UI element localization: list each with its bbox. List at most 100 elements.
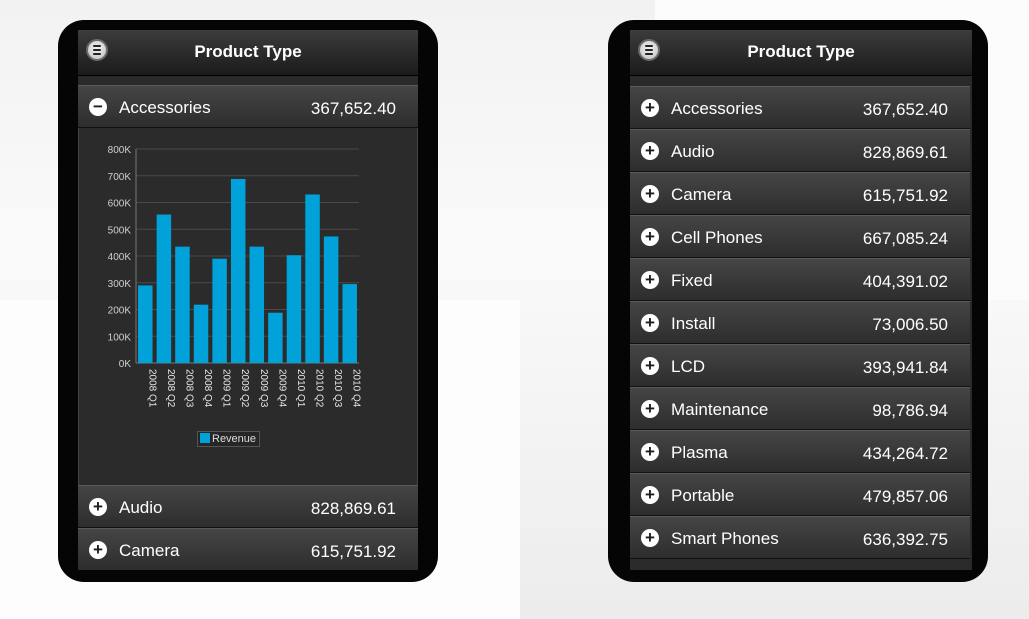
plus-icon[interactable]: + [641, 486, 659, 504]
page-title: Product Type [194, 42, 302, 61]
list-item[interactable]: + Portable 479,857.06 [630, 473, 970, 516]
plus-icon[interactable]: + [641, 228, 659, 246]
list-item-value: 367,652.40 [310, 99, 396, 118]
list-item-value: 98,786.94 [872, 401, 948, 420]
menu-icon[interactable] [86, 39, 108, 61]
list-item[interactable]: + LCD 393,941.84 [630, 344, 970, 387]
plus-icon[interactable]: + [641, 357, 659, 375]
x-tick-label: 2010 Q4 [351, 369, 362, 408]
bar[interactable] [323, 236, 339, 363]
right-phone-frame: Product Type + Accessories 367,652.40 + Aud… [608, 20, 988, 582]
plus-icon[interactable]: + [641, 443, 659, 461]
list-item-value: 828,869.61 [862, 143, 948, 162]
legend-label: Revenue [212, 433, 257, 445]
bar[interactable] [230, 178, 246, 363]
y-tick-label: 800K [108, 145, 132, 156]
x-tick-label: 2009 Q2 [239, 369, 250, 408]
bar[interactable] [193, 304, 209, 363]
plus-icon[interactable]: + [641, 400, 659, 418]
plus-icon[interactable]: + [641, 185, 659, 203]
list-item[interactable]: + Maintenance 98,786.94 [630, 387, 970, 430]
minus-icon[interactable]: − [89, 98, 107, 116]
list-item-label: Camera [671, 185, 732, 204]
list-item[interactable]: + Cell Phones 667,085.24 [630, 215, 970, 258]
list-item-label: Portable [671, 486, 735, 505]
plus-icon[interactable]: + [641, 99, 659, 117]
revenue-chart: 0K 100K 200K 300K 400K 500K 600K 700K 800K 2008 Q… [78, 128, 418, 485]
bar[interactable] [286, 255, 302, 363]
list-item[interactable]: + Install 73,006.50 [630, 301, 970, 344]
list-item-value: 615,751.92 [310, 542, 396, 561]
list-item-value: 615,751.92 [862, 186, 948, 205]
list-item-label: Fixed [671, 271, 713, 290]
list-item-label: Accessories [119, 98, 211, 117]
right-list: + Accessories 367,652.40 + Audio 828,869.61 … [630, 86, 970, 559]
left-screen: Product Type − Accessories 367,652.40 0K… [78, 30, 418, 570]
plus-icon[interactable]: + [89, 541, 107, 559]
plus-icon[interactable]: + [89, 498, 107, 516]
plus-icon[interactable]: + [641, 529, 659, 547]
list-item-label: LCD [671, 357, 706, 376]
legend-swatch [200, 433, 210, 443]
bar[interactable] [175, 246, 190, 363]
list-item-label: Cell Phones [671, 228, 763, 247]
list-item-value: 393,941.84 [862, 358, 948, 377]
list-item-label: Smart Phones [671, 529, 779, 548]
x-tick-label: 2008 Q2 [165, 369, 176, 408]
x-tick-label: 2009 Q1 [221, 369, 232, 408]
list-item[interactable]: + Fixed 404,391.02 [630, 258, 970, 301]
list-item-value: 479,857.06 [862, 487, 948, 506]
list-item-label: Audio [119, 498, 163, 517]
list-item[interactable]: + Accessories 367,652.40 [630, 86, 970, 129]
bar[interactable] [156, 214, 172, 363]
x-tick-label: 2009 Q4 [276, 369, 287, 408]
y-tick-label: 200K [108, 306, 132, 317]
x-tick-label: 2009 Q3 [258, 369, 269, 408]
menu-icon[interactable] [638, 39, 660, 61]
list-item-value: 73,006.50 [872, 315, 948, 334]
list-item[interactable]: + Camera 615,751.92 [630, 172, 970, 215]
bar[interactable] [249, 246, 265, 363]
page-title: Product Type [747, 42, 855, 61]
list-item[interactable]: + Audio 828,869.61 [630, 129, 970, 172]
y-tick-label: 300K [108, 279, 132, 290]
x-tick-label: 2008 Q4 [202, 369, 213, 408]
chart-svg: 0K 100K 200K 300K 400K 500K 600K 700K 800K 2008 Q… [108, 145, 362, 408]
x-tick-label: 2008 Q1 [146, 369, 157, 408]
right-header: Product Type [630, 30, 972, 76]
y-tick-label: 400K [108, 252, 132, 263]
bar[interactable] [212, 258, 227, 363]
list-item[interactable]: + Plasma 434,264.72 [630, 430, 970, 473]
list-item-value: 636,392.75 [862, 530, 948, 549]
plus-icon[interactable]: + [641, 271, 659, 289]
list-item-value: 404,391.02 [862, 272, 948, 291]
list-item-expanded[interactable]: − Accessories 367,652.40 [78, 85, 418, 128]
bar[interactable] [342, 284, 357, 363]
y-tick-label: 100K [108, 332, 132, 343]
x-tick-label: 2008 Q3 [183, 369, 194, 408]
list-item-value: 828,869.61 [310, 499, 396, 518]
bar[interactable] [268, 312, 283, 363]
y-tick-label: 0K [119, 359, 132, 370]
chart-legend: Revenue [197, 431, 261, 447]
right-screen: Product Type + Accessories 367,652.40 + Aud… [630, 30, 972, 570]
list-item-label: Accessories [671, 99, 763, 118]
list-item-label: Maintenance [671, 400, 769, 419]
bar[interactable] [138, 285, 153, 363]
list-item-label: Install [671, 314, 716, 333]
plus-icon[interactable]: + [641, 314, 659, 332]
plus-icon[interactable]: + [641, 142, 659, 160]
left-list: − Accessories 367,652.40 0K 100K 200K 300K 4… [78, 85, 418, 570]
list-item[interactable]: + Camera 615,751.92 [78, 528, 418, 570]
list-item[interactable]: + Audio 828,869.61 [78, 485, 418, 528]
left-header: Product Type [78, 30, 418, 76]
list-item[interactable]: + Smart Phones 636,392.75 [630, 516, 970, 559]
y-tick-label: 700K [108, 172, 132, 183]
list-item-label: Camera [119, 541, 180, 560]
y-tick-label: 600K [108, 199, 132, 210]
left-phone-frame: Product Type − Accessories 367,652.40 0K… [58, 20, 438, 582]
bar[interactable] [305, 194, 320, 363]
x-tick-label: 2010 Q1 [295, 369, 306, 408]
list-item-value: 367,652.40 [862, 100, 948, 119]
list-item-label: Audio [671, 142, 715, 161]
